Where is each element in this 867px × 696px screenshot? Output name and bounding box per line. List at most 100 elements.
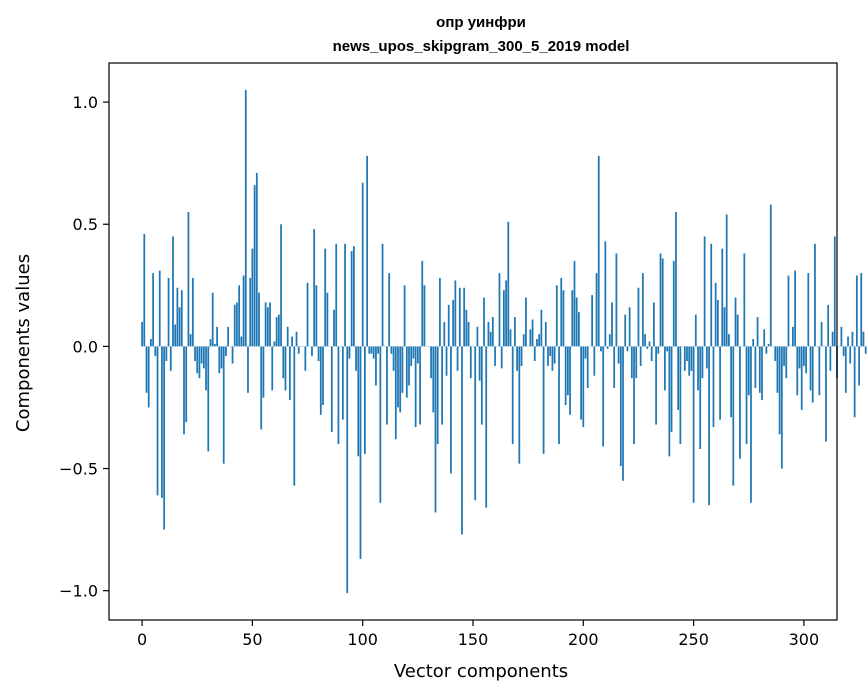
bar: [416, 346, 419, 364]
bar: [780, 346, 783, 469]
bar: [143, 234, 146, 347]
bar: [344, 243, 346, 347]
bar: [613, 346, 616, 388]
bar: [586, 346, 589, 388]
bar: [679, 346, 682, 445]
bar: [141, 321, 143, 347]
bar: [498, 273, 501, 347]
bar: [637, 287, 640, 347]
bar: [507, 221, 510, 347]
bar: [566, 346, 569, 396]
bar: [573, 260, 576, 347]
bar: [161, 346, 163, 498]
bar: [615, 253, 618, 347]
bar: [189, 334, 192, 347]
bar: [293, 346, 296, 486]
bar: [710, 243, 713, 347]
bar: [624, 314, 627, 347]
y-tick-label: 1.0: [73, 93, 98, 112]
bar: [322, 346, 324, 406]
bar: [357, 346, 360, 457]
bar: [260, 346, 263, 430]
bar: [469, 346, 472, 379]
bar: [511, 346, 514, 445]
bar: [842, 346, 845, 357]
bar: [368, 346, 371, 354]
bar: [220, 346, 223, 369]
bar: [174, 324, 177, 347]
bar: [505, 280, 507, 347]
x-tick-label: 150: [458, 630, 489, 649]
bar: [734, 297, 737, 347]
bar: [447, 304, 450, 347]
bar: [341, 346, 344, 420]
bar: [595, 273, 598, 347]
bar: [571, 290, 574, 347]
bar: [421, 260, 424, 347]
bar: [394, 346, 397, 440]
bar: [518, 346, 521, 464]
bar: [756, 317, 759, 347]
bar: [445, 346, 448, 376]
bar: [264, 302, 267, 347]
bar: [458, 287, 461, 347]
bar: [494, 346, 496, 366]
bar: [847, 336, 849, 347]
bar: [542, 346, 545, 454]
bar: [820, 321, 823, 347]
bar: [191, 277, 194, 347]
bar: [509, 329, 512, 347]
bar: [403, 285, 406, 347]
bar: [359, 346, 362, 559]
bar: [266, 307, 269, 347]
bar: [659, 253, 662, 347]
bar: [414, 346, 417, 428]
bar: [147, 346, 150, 408]
x-tick-label: 300: [789, 630, 820, 649]
bar: [165, 346, 168, 362]
bar: [860, 273, 863, 347]
bar: [194, 346, 196, 362]
bar: [675, 212, 677, 347]
bar: [622, 346, 624, 481]
bar: [218, 346, 221, 374]
bar: [555, 285, 558, 347]
bar: [361, 182, 364, 347]
bar: [311, 346, 313, 357]
bar: [216, 326, 218, 347]
bar: [792, 326, 794, 347]
bar: [262, 346, 265, 398]
bar: [763, 329, 766, 347]
bar: [211, 292, 214, 347]
bar: [628, 307, 631, 347]
bar: [778, 346, 781, 435]
bar: [714, 282, 717, 347]
bar: [478, 346, 481, 381]
bar: [641, 273, 644, 347]
bar: [352, 246, 355, 347]
y-tick-label: 0.0: [73, 337, 98, 356]
bar: [326, 292, 329, 347]
bar: [483, 297, 485, 347]
bar: [688, 346, 691, 376]
bar: [818, 346, 821, 396]
bar: [430, 346, 432, 379]
y-axis-label: Components values: [13, 254, 34, 432]
bar: [233, 304, 236, 347]
bar: [291, 336, 293, 347]
bar: [500, 346, 503, 369]
bar: [630, 346, 633, 379]
bar: [214, 343, 216, 347]
bar: [207, 346, 210, 452]
bar: [456, 346, 459, 371]
bar: [686, 346, 688, 362]
bar: [375, 346, 377, 386]
bar: [306, 282, 309, 347]
bar: [635, 346, 638, 379]
bar: [330, 346, 333, 432]
bar: [750, 346, 752, 503]
bar: [198, 346, 201, 379]
bars-group: [141, 89, 867, 594]
x-axis-label: Vector components: [394, 661, 568, 682]
bar: [372, 346, 375, 359]
